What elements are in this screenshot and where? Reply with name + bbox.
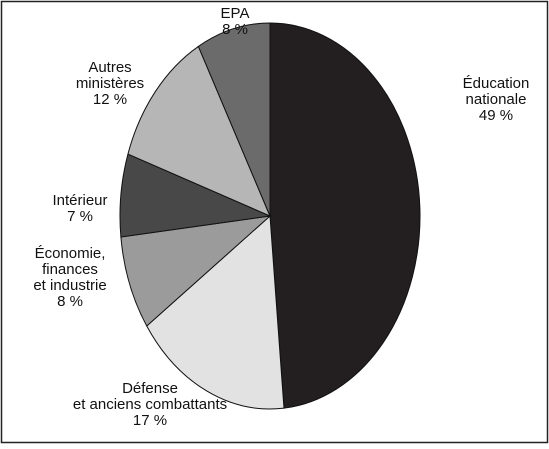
slice-label: finances: [42, 261, 98, 278]
pie-slice: [197, 22, 271, 217]
slice-label: et industrie: [33, 277, 106, 294]
slice-label: ministères: [76, 75, 144, 92]
value-label: 12 %: [93, 91, 127, 108]
slice-label: et anciens combattants: [73, 396, 227, 413]
value-label: 7 %: [67, 208, 93, 225]
value-label: 8 %: [57, 293, 83, 310]
pie-slice: [146, 214, 285, 410]
slice-label: Défense: [122, 380, 178, 397]
value-label: 49 %: [479, 107, 513, 124]
value-label: 17 %: [133, 412, 167, 429]
pie-slice: [269, 22, 421, 409]
value-label: 8 %: [222, 21, 248, 38]
slice-label: Autres: [88, 59, 131, 76]
pie-slice: [120, 215, 272, 327]
slice-label: nationale: [466, 91, 527, 108]
slice-label: Économie,: [35, 245, 106, 262]
pie-slice: [127, 45, 271, 217]
slice-label: Intérieur: [52, 192, 107, 209]
slice-label: EPA: [221, 5, 250, 22]
slice-label: Éducation: [463, 75, 530, 92]
